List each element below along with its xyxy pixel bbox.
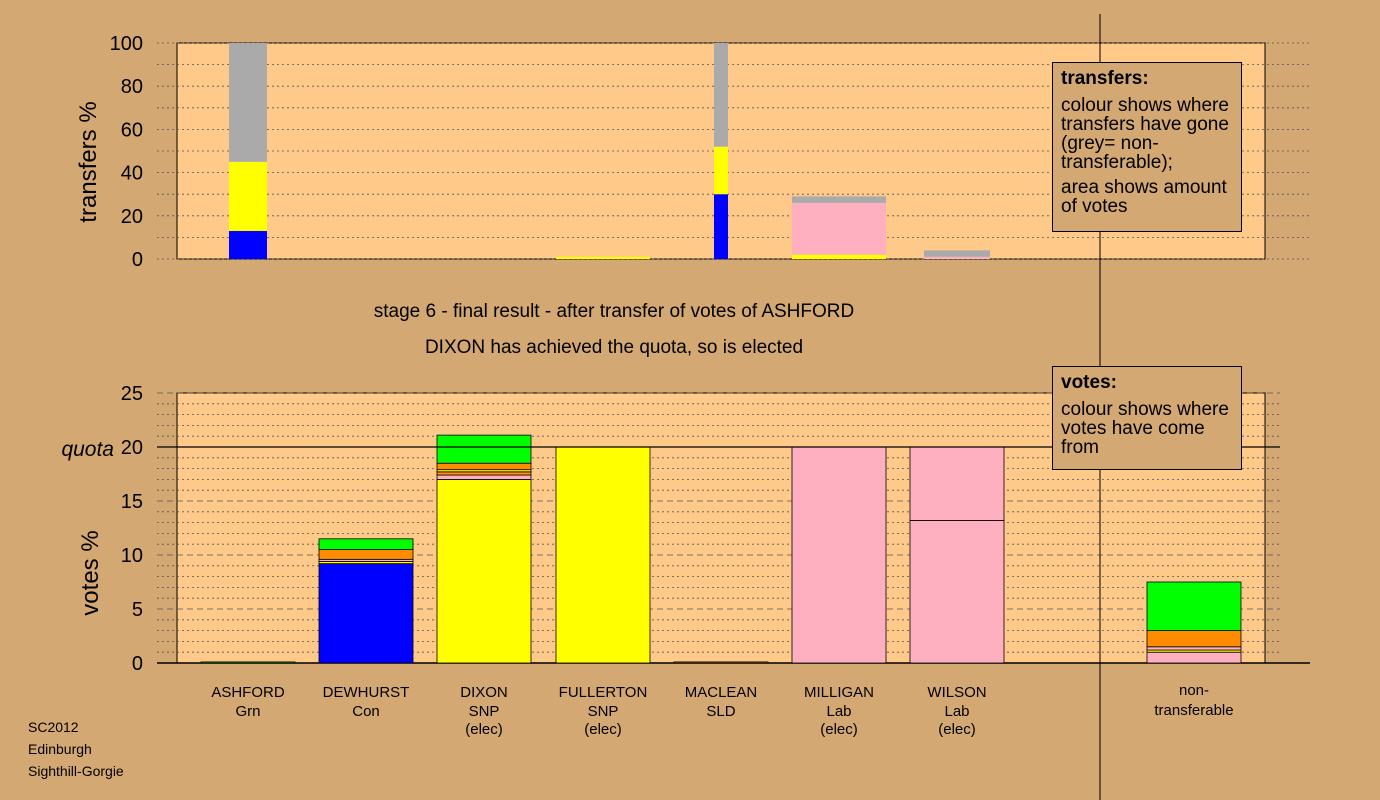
- votes-y-tick-label: 20: [121, 437, 143, 459]
- votes-legend-text: colour shows where votes have come from: [1061, 399, 1229, 458]
- quota-label: quota: [61, 438, 114, 461]
- candidate-name: WILSON: [927, 684, 986, 701]
- votes-y-axis-label: votes %: [77, 530, 104, 615]
- transfers-y-tick-label: 0: [132, 249, 143, 271]
- transfers-bar-segment: [229, 43, 267, 162]
- transfers-y-tick-label: 40: [121, 163, 143, 185]
- transfers-y-axis-label: transfers %: [75, 101, 102, 222]
- transfers-bar-segment: [792, 196, 886, 203]
- votes-bars: [200, 434, 1242, 664]
- candidate-party: Con: [352, 703, 380, 720]
- election-year: SC2012: [28, 719, 79, 735]
- candidate-name: DEWHURST: [323, 684, 410, 701]
- transfers-bar-segment: [924, 250, 990, 257]
- candidate-status: (elec): [465, 721, 503, 738]
- votes-bar-segment: [673, 661, 769, 664]
- votes-bar-segment: [1146, 646, 1242, 651]
- candidate-status: (elec): [584, 721, 622, 738]
- votes-bar-segment: [318, 549, 414, 560]
- candidate-party: SLD: [706, 703, 735, 720]
- votes-bar-segment: [1146, 651, 1242, 664]
- transfers-y-tick-label: 100: [110, 33, 143, 55]
- votes-bar-segment: [436, 474, 532, 480]
- candidate-party: Grn: [235, 703, 260, 720]
- votes-bar-segment: [436, 478, 532, 664]
- votes-bar-segment: [436, 434, 532, 464]
- transfers-bars: [229, 43, 990, 259]
- candidate-party: SNP: [469, 703, 500, 720]
- election-info: SC2012 Edinburgh Sighthill-Gorgie: [28, 716, 124, 782]
- votes-y-ticks: 0 5 10 15 20 25: [121, 383, 143, 675]
- transfers-y-ticks: 0 20 40 60 80 100: [110, 33, 143, 271]
- candidate-party: SNP: [588, 703, 619, 720]
- votes-bar-segment: [318, 563, 414, 664]
- transfers-bar-segment: [229, 230, 267, 259]
- votes-bar-segment: [200, 661, 296, 664]
- votes-legend: votes: colour shows where votes have com…: [1052, 366, 1242, 470]
- council-name: Edinburgh: [28, 741, 92, 757]
- transfers-legend-area-text: area shows amount of votes: [1061, 177, 1227, 217]
- transfers-bar-segment: [714, 194, 728, 259]
- votes-bar-segment: [555, 446, 651, 664]
- candidate-name: MACLEAN: [685, 684, 758, 701]
- votes-legend-title: votes:: [1061, 372, 1117, 393]
- transfers-bar-segment: [229, 161, 267, 231]
- votes-bar-segment: [436, 462, 532, 471]
- candidate-party: Lab: [944, 703, 969, 720]
- stage-description: stage 6 - final result - after transfer …: [373, 301, 855, 322]
- votes-y-tick-label: 10: [121, 545, 143, 567]
- transfers-bar-segment: [714, 43, 728, 147]
- votes-plot: 0 5 10 15 20 25 quota votes %: [61, 383, 1310, 675]
- votes-bar-segment: [909, 520, 1005, 664]
- transfers-bar-segment: [792, 202, 886, 255]
- transfers-bar-segment: [714, 146, 728, 195]
- candidate-status: (elec): [820, 721, 858, 738]
- votes-bar-segment: [1146, 581, 1242, 631]
- votes-y-tick-label: 0: [132, 653, 143, 675]
- nontransferable-label-line1: non-: [1179, 682, 1209, 699]
- transfers-bar-segment: [924, 256, 990, 259]
- candidate-name: ASHFORD: [211, 684, 285, 701]
- candidate-labels: ASHFORDGrnDEWHURSTConDIXONSNP(elec)FULLE…: [211, 682, 1233, 738]
- candidate-name: FULLERTON: [559, 684, 648, 701]
- candidate-name: DIXON: [460, 684, 508, 701]
- transfers-y-tick-label: 20: [121, 206, 143, 228]
- ward-name: Sighthill-Gorgie: [28, 763, 124, 779]
- votes-bar-segment: [318, 538, 414, 550]
- votes-bar-segment: [436, 471, 532, 476]
- candidate-name: MILLIGAN: [804, 684, 874, 701]
- transfers-legend-colour-text: colour shows where transfers have gone (…: [1061, 95, 1229, 173]
- votes-y-tick-label: 15: [121, 491, 143, 513]
- transfers-y-tick-label: 80: [121, 76, 143, 98]
- transfers-bar-segment: [792, 254, 886, 259]
- nontransferable-label-line2: transferable: [1154, 702, 1233, 719]
- election-status: DIXON has achieved the quota, so is elec…: [424, 337, 804, 358]
- transfers-legend-title: transfers:: [1061, 68, 1149, 89]
- votes-bar-segment: [791, 446, 887, 664]
- votes-bar-segment: [909, 446, 1005, 521]
- transfers-y-tick-label: 60: [121, 119, 143, 141]
- votes-y-tick-label: 5: [132, 599, 143, 621]
- candidate-status: (elec): [938, 721, 976, 738]
- votes-y-tick-label: 25: [121, 383, 143, 405]
- candidate-party: Lab: [826, 703, 851, 720]
- transfers-bar-segment: [556, 256, 650, 259]
- votes-bar-segment: [1146, 630, 1242, 648]
- transfers-legend: transfers: colour shows where transfers …: [1052, 62, 1242, 232]
